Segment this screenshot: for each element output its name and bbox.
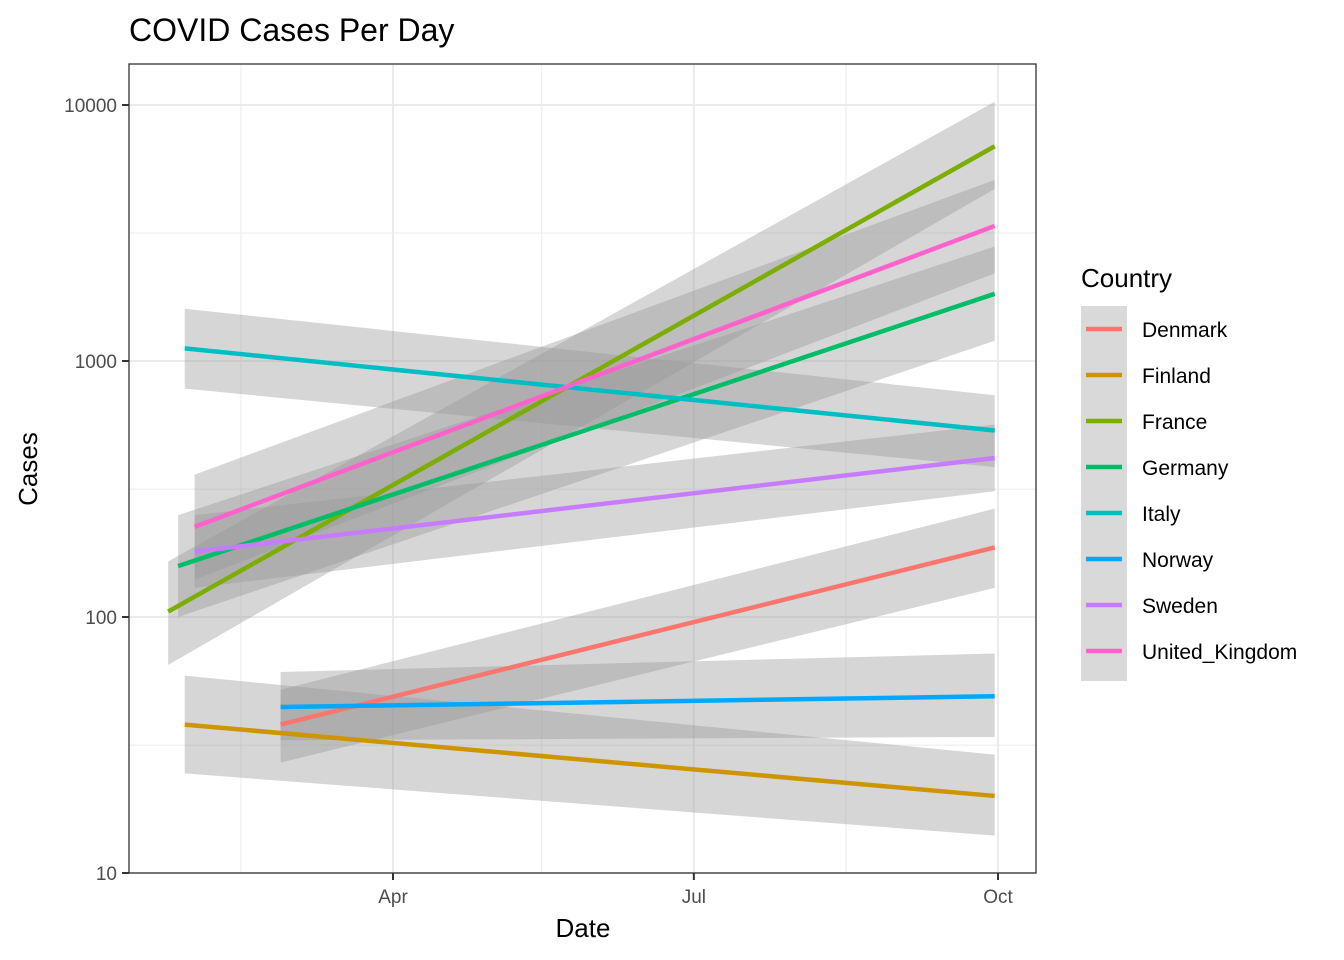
trend-line-germany	[177, 291, 996, 569]
legend-label: Norway	[1142, 549, 1214, 572]
y-tick-label: 100	[85, 608, 117, 629]
y-tick-label: 10000	[64, 96, 117, 117]
legend-label: Germany	[1142, 457, 1229, 480]
legend-item: Denmark	[1086, 319, 1228, 342]
confidence-band-finland	[184, 675, 995, 836]
x-axis: Apr Jul Oct	[378, 873, 1013, 908]
trend-line-denmark	[280, 545, 996, 727]
trend-line-france	[167, 144, 996, 614]
x-tick-label: Jul	[682, 887, 706, 908]
trend-lines	[167, 144, 996, 799]
legend-item: Germany	[1086, 457, 1229, 480]
legend-label: France	[1142, 411, 1207, 434]
legend: Country Denmark Finland France Germany Italy…	[1081, 263, 1297, 681]
legend-item: Finland	[1086, 365, 1211, 388]
legend-label: Italy	[1142, 503, 1181, 526]
legend-item: Italy	[1086, 503, 1181, 526]
chart-title: COVID Cases Per Day	[129, 12, 454, 48]
legend-label: Finland	[1142, 365, 1211, 388]
x-tick-label: Apr	[378, 887, 408, 908]
legend-title: Country	[1081, 263, 1172, 293]
legend-item: Norway	[1086, 549, 1214, 572]
legend-item: United_Kingdom	[1086, 641, 1297, 664]
legend-item: France	[1086, 411, 1207, 434]
panel-border	[128, 63, 1037, 874]
y-axis-title: Cases	[13, 432, 43, 506]
trend-line-united-kingdom	[193, 223, 996, 529]
trend-line-norway	[280, 694, 995, 710]
legend-label: Denmark	[1142, 319, 1228, 342]
confidence-band-norway	[280, 653, 995, 741]
minor-gridlines	[129, 64, 1036, 873]
plot-panel	[128, 63, 1037, 874]
legend-item: Sweden	[1086, 595, 1218, 618]
trend-line-sweden	[194, 455, 995, 554]
y-tick-label: 1000	[75, 352, 117, 373]
y-axis: 10 100 1000 10000	[64, 96, 129, 885]
y-tick-label: 10	[96, 864, 117, 885]
trend-line-finland	[184, 722, 995, 799]
panel-background	[129, 64, 1036, 873]
trend-line-italy	[184, 346, 995, 433]
x-axis-title: Date	[556, 913, 611, 943]
confidence-band-united-kingdom	[194, 179, 995, 580]
legend-label: United_Kingdom	[1142, 641, 1297, 664]
x-tick-label: Oct	[983, 887, 1013, 908]
legend-key-background	[1081, 306, 1127, 681]
legend-label: Sweden	[1142, 595, 1218, 618]
